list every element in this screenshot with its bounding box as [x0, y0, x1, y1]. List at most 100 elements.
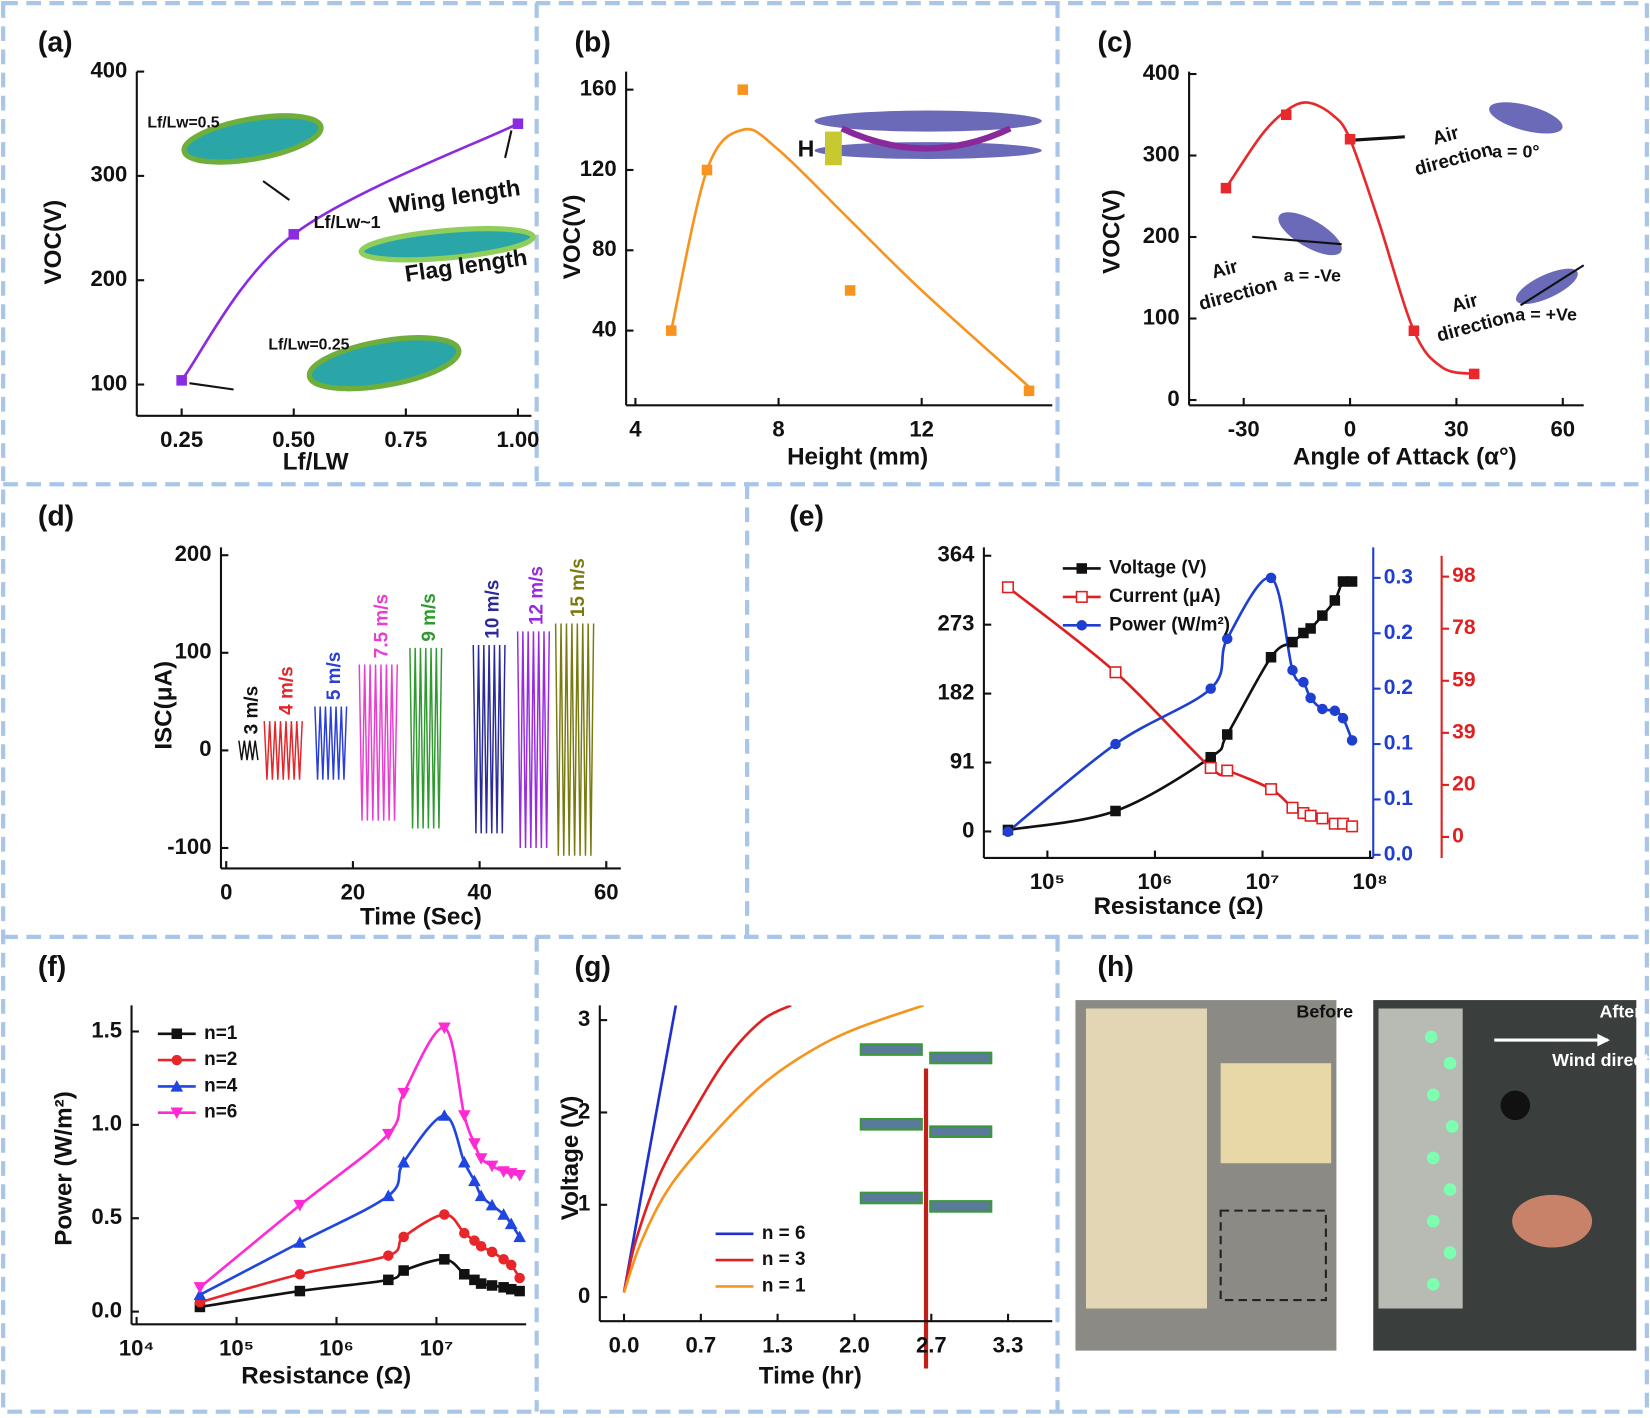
x-tick-label: 10⁵	[219, 1335, 254, 1360]
legend-marker	[171, 1028, 183, 1040]
x-tick-label: 0	[220, 880, 232, 905]
panel-label: (f)	[38, 951, 66, 983]
x-tick-label: 10⁷	[1246, 869, 1280, 894]
signal	[238, 740, 259, 761]
legend-label: n=6	[204, 1102, 237, 1123]
marker	[381, 1128, 395, 1141]
marker	[1220, 182, 1232, 194]
y-axis-label: Voltage (V)	[557, 1096, 584, 1221]
marker	[1408, 325, 1420, 336]
marker	[1468, 368, 1480, 380]
panel-label: (c)	[1098, 27, 1133, 59]
marker	[459, 1268, 470, 1280]
legend-marker	[171, 1054, 183, 1066]
marker	[397, 1155, 410, 1168]
fit-line	[1224, 101, 1475, 376]
led	[1424, 1030, 1438, 1044]
y-tick-label: 120	[580, 156, 617, 181]
marker	[1346, 576, 1358, 587]
zoom-box	[1219, 1209, 1327, 1302]
marker	[438, 1022, 451, 1035]
x-tick-label: 0.75	[384, 427, 427, 452]
led	[1426, 1151, 1440, 1165]
legend-marker	[1076, 620, 1088, 631]
zoom-inset	[1220, 1063, 1332, 1164]
y3-tick-label: 0	[1452, 825, 1464, 848]
y-tick-label: 80	[592, 236, 617, 261]
y-axis-label: ISC(μA)	[151, 661, 178, 750]
marker	[1317, 703, 1328, 715]
wing-inset	[181, 113, 324, 165]
insets	[181, 102, 1637, 1369]
marker	[498, 1282, 509, 1293]
annotation: Air	[1449, 290, 1480, 317]
y-axis-label: Power (W/m²)	[51, 1091, 78, 1246]
annotation: direction	[1197, 274, 1280, 315]
marker	[1221, 633, 1233, 645]
x-tick-label: 10⁵	[1030, 869, 1065, 894]
annotation: Air	[1209, 256, 1240, 283]
panel-label: (d)	[38, 500, 74, 532]
marker	[1298, 676, 1309, 688]
legend-label: n=1	[204, 1023, 237, 1044]
panel-label: (a)	[38, 27, 73, 59]
led	[1445, 1120, 1459, 1133]
led	[1426, 1088, 1440, 1102]
y-axis-label: VOC(V)	[40, 200, 67, 285]
x-tick-label: 10⁷	[420, 1335, 454, 1360]
marker	[1264, 783, 1278, 796]
x-tick-label: -30	[1228, 416, 1260, 441]
marker	[288, 229, 300, 240]
marker	[1110, 738, 1121, 750]
annotation: Lf/Lw=0.5	[147, 114, 219, 131]
x-tick-label: 12	[909, 416, 934, 441]
wing-inset	[929, 1125, 993, 1138]
series-label: 4 m/s	[276, 666, 297, 714]
legend-marker	[1076, 563, 1088, 574]
y-tick-label: 273	[938, 611, 975, 636]
flag-photo	[1512, 1194, 1593, 1248]
marker	[1329, 705, 1341, 717]
series-label: 5 m/s	[324, 652, 345, 700]
y-tick-label: 300	[1143, 141, 1180, 166]
marker	[193, 1282, 207, 1294]
marker	[293, 1236, 307, 1248]
led	[1426, 1277, 1440, 1291]
y3-tick-label: 39	[1452, 720, 1475, 743]
y-tick-label: 400	[90, 57, 127, 82]
marker	[497, 1208, 510, 1220]
y-tick-label: 0	[199, 736, 211, 761]
marker	[1023, 385, 1035, 397]
legend-label: n=2	[204, 1049, 237, 1070]
marker	[383, 1274, 394, 1286]
y3-tick-label: 98	[1452, 564, 1476, 587]
marker	[1265, 651, 1277, 663]
marker	[474, 1153, 488, 1165]
marker	[1287, 664, 1298, 676]
marker	[457, 1110, 471, 1122]
marker	[1205, 751, 1216, 763]
marker	[1337, 712, 1349, 724]
marker	[505, 1283, 517, 1295]
marker	[468, 1174, 481, 1187]
signal	[314, 706, 348, 780]
led-column	[1424, 1030, 1459, 1291]
marker	[383, 1250, 394, 1261]
y2-tick-label: 0.1	[1384, 732, 1414, 755]
y-tick-label: 100	[175, 639, 212, 664]
y-tick-label: 182	[938, 679, 975, 704]
marker	[1280, 109, 1292, 121]
legend-label: Voltage (V)	[1109, 557, 1206, 578]
y-tick-label: 0	[578, 1283, 590, 1308]
y2-tick-label: 0.2	[1384, 621, 1413, 644]
wing-inset	[929, 1200, 993, 1213]
marker	[701, 164, 713, 176]
marker	[439, 1209, 450, 1220]
marker	[1329, 595, 1341, 606]
x-axis-label: Angle of Attack (α°)	[1293, 443, 1517, 470]
annotation: Before	[1296, 1001, 1353, 1021]
wing-inset	[929, 1051, 993, 1065]
y-tick-label: 0.5	[91, 1204, 122, 1229]
marker	[1110, 805, 1121, 817]
